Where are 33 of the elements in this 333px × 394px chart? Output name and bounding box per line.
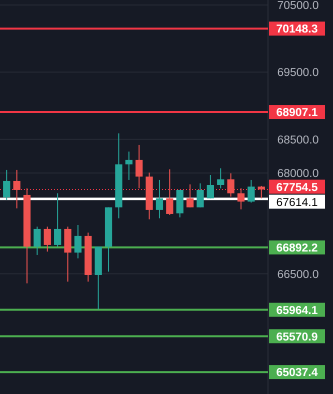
candlestick	[166, 168, 174, 216]
candlestick	[176, 189, 184, 218]
candlestick	[196, 182, 204, 208]
ref-line-label: 67754.5	[276, 182, 318, 194]
y-tick-label: 70500.0	[277, 0, 319, 12]
candlestick	[3, 169, 10, 200]
candlestick	[186, 184, 194, 208]
candlestick	[156, 179, 164, 219]
ref-line-label: 65964.1	[276, 304, 318, 317]
y-tick-label: 66500.0	[277, 268, 319, 281]
ref-line-label: 70148.3	[276, 24, 318, 36]
candlestick	[136, 144, 143, 189]
candlestick	[248, 179, 255, 204]
candlestick	[258, 185, 265, 199]
ref-line-label: 65037.4	[276, 367, 318, 380]
candlestick	[34, 226, 41, 256]
candlestick	[74, 224, 82, 259]
candlestick	[125, 151, 132, 180]
candlestick	[54, 192, 62, 248]
candlestick	[44, 226, 51, 252]
candlestick	[64, 226, 72, 282]
candlestick	[217, 168, 224, 189]
candlestick	[13, 169, 20, 209]
candlestick	[237, 188, 245, 210]
candlestick	[227, 172, 234, 198]
y-tick-label: 68500.0	[277, 134, 319, 146]
ref-line-label: 65570.9	[276, 331, 318, 344]
ref-line-label: 68907.1	[276, 107, 318, 120]
ref-line-label: 67614.1	[276, 196, 318, 209]
candlestick	[206, 174, 214, 199]
y-tick-label: 69500.0	[277, 67, 319, 80]
y-tick-label: 68000.0	[277, 168, 319, 180]
ref-line-label: 66892.2	[276, 242, 318, 255]
